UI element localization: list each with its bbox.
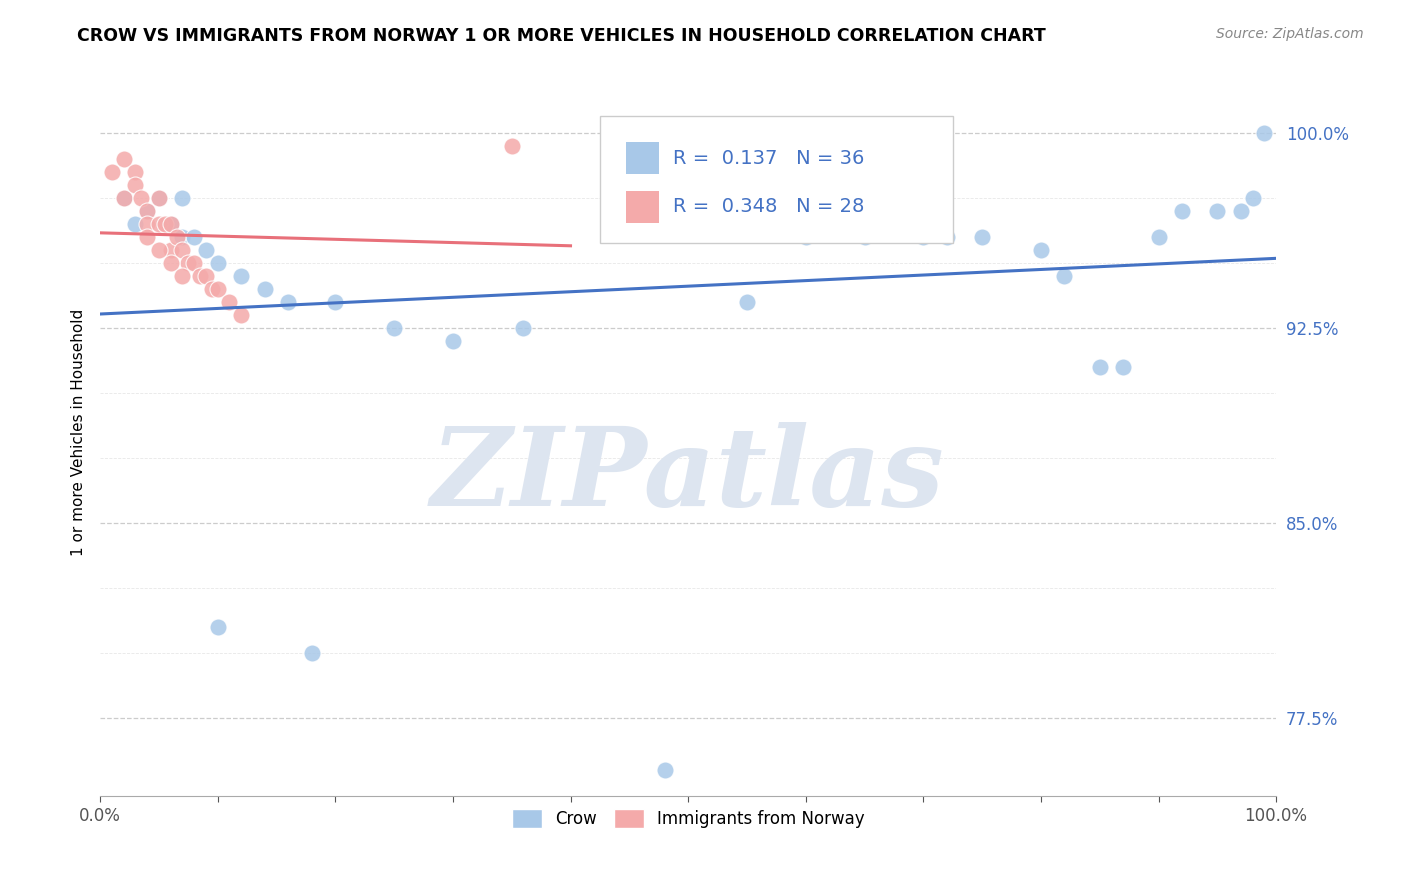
Point: [136, 204, 159, 219]
Point: [201, 282, 224, 296]
Text: R =  0.137   N = 36: R = 0.137 N = 36: [673, 148, 865, 168]
Point: [129, 191, 152, 205]
Point: [153, 218, 176, 232]
Point: [1230, 204, 1253, 219]
Point: [177, 256, 200, 270]
Point: [136, 204, 159, 219]
Point: [323, 295, 346, 310]
Point: [1112, 360, 1135, 375]
Point: [112, 153, 135, 167]
Point: [101, 165, 124, 179]
Point: [735, 295, 758, 310]
Point: [441, 334, 464, 349]
Point: [148, 191, 170, 205]
FancyBboxPatch shape: [600, 116, 953, 244]
Point: [183, 230, 205, 244]
Point: [1029, 244, 1052, 258]
Y-axis label: 1 or more Vehicles in Household: 1 or more Vehicles in Household: [72, 309, 86, 556]
Point: [253, 282, 276, 296]
Text: ZIPatlas: ZIPatlas: [432, 422, 945, 530]
Point: [231, 269, 253, 284]
Point: [207, 620, 229, 634]
Point: [935, 230, 957, 244]
Text: CROW VS IMMIGRANTS FROM NORWAY 1 OR MORE VEHICLES IN HOUSEHOLD CORRELATION CHART: CROW VS IMMIGRANTS FROM NORWAY 1 OR MORE…: [77, 27, 1046, 45]
Point: [183, 256, 205, 270]
Point: [136, 230, 159, 244]
Point: [124, 218, 146, 232]
Point: [172, 191, 194, 205]
Point: [112, 191, 135, 205]
Point: [159, 218, 181, 232]
Point: [194, 244, 217, 258]
Point: [277, 295, 299, 310]
Point: [172, 269, 194, 284]
Point: [207, 256, 229, 270]
Point: [1206, 204, 1229, 219]
Point: [853, 230, 876, 244]
Point: [1253, 127, 1275, 141]
Text: Source: ZipAtlas.com: Source: ZipAtlas.com: [1216, 27, 1364, 41]
Point: [124, 165, 146, 179]
Point: [382, 321, 405, 335]
Point: [159, 218, 181, 232]
Point: [188, 269, 211, 284]
Point: [512, 321, 534, 335]
Point: [218, 295, 240, 310]
Point: [794, 230, 817, 244]
Point: [136, 218, 159, 232]
Point: [501, 139, 523, 153]
Point: [159, 256, 181, 270]
Point: [172, 244, 194, 258]
Point: [207, 282, 229, 296]
Point: [159, 244, 181, 258]
Point: [148, 218, 170, 232]
Point: [1171, 204, 1194, 219]
Text: R =  0.348   N = 28: R = 0.348 N = 28: [673, 197, 865, 216]
Point: [148, 244, 170, 258]
Point: [124, 178, 146, 193]
FancyBboxPatch shape: [626, 142, 659, 174]
Point: [654, 763, 676, 777]
Point: [112, 191, 135, 205]
Point: [1053, 269, 1076, 284]
Point: [194, 269, 217, 284]
Point: [1241, 191, 1264, 205]
FancyBboxPatch shape: [626, 191, 659, 223]
Point: [231, 309, 253, 323]
Point: [972, 230, 994, 244]
Point: [1147, 230, 1170, 244]
Point: [166, 230, 188, 244]
Point: [172, 230, 194, 244]
Point: [912, 230, 935, 244]
Point: [1088, 360, 1111, 375]
Point: [301, 646, 323, 660]
Legend: Crow, Immigrants from Norway: Crow, Immigrants from Norway: [505, 803, 872, 835]
Point: [148, 191, 170, 205]
